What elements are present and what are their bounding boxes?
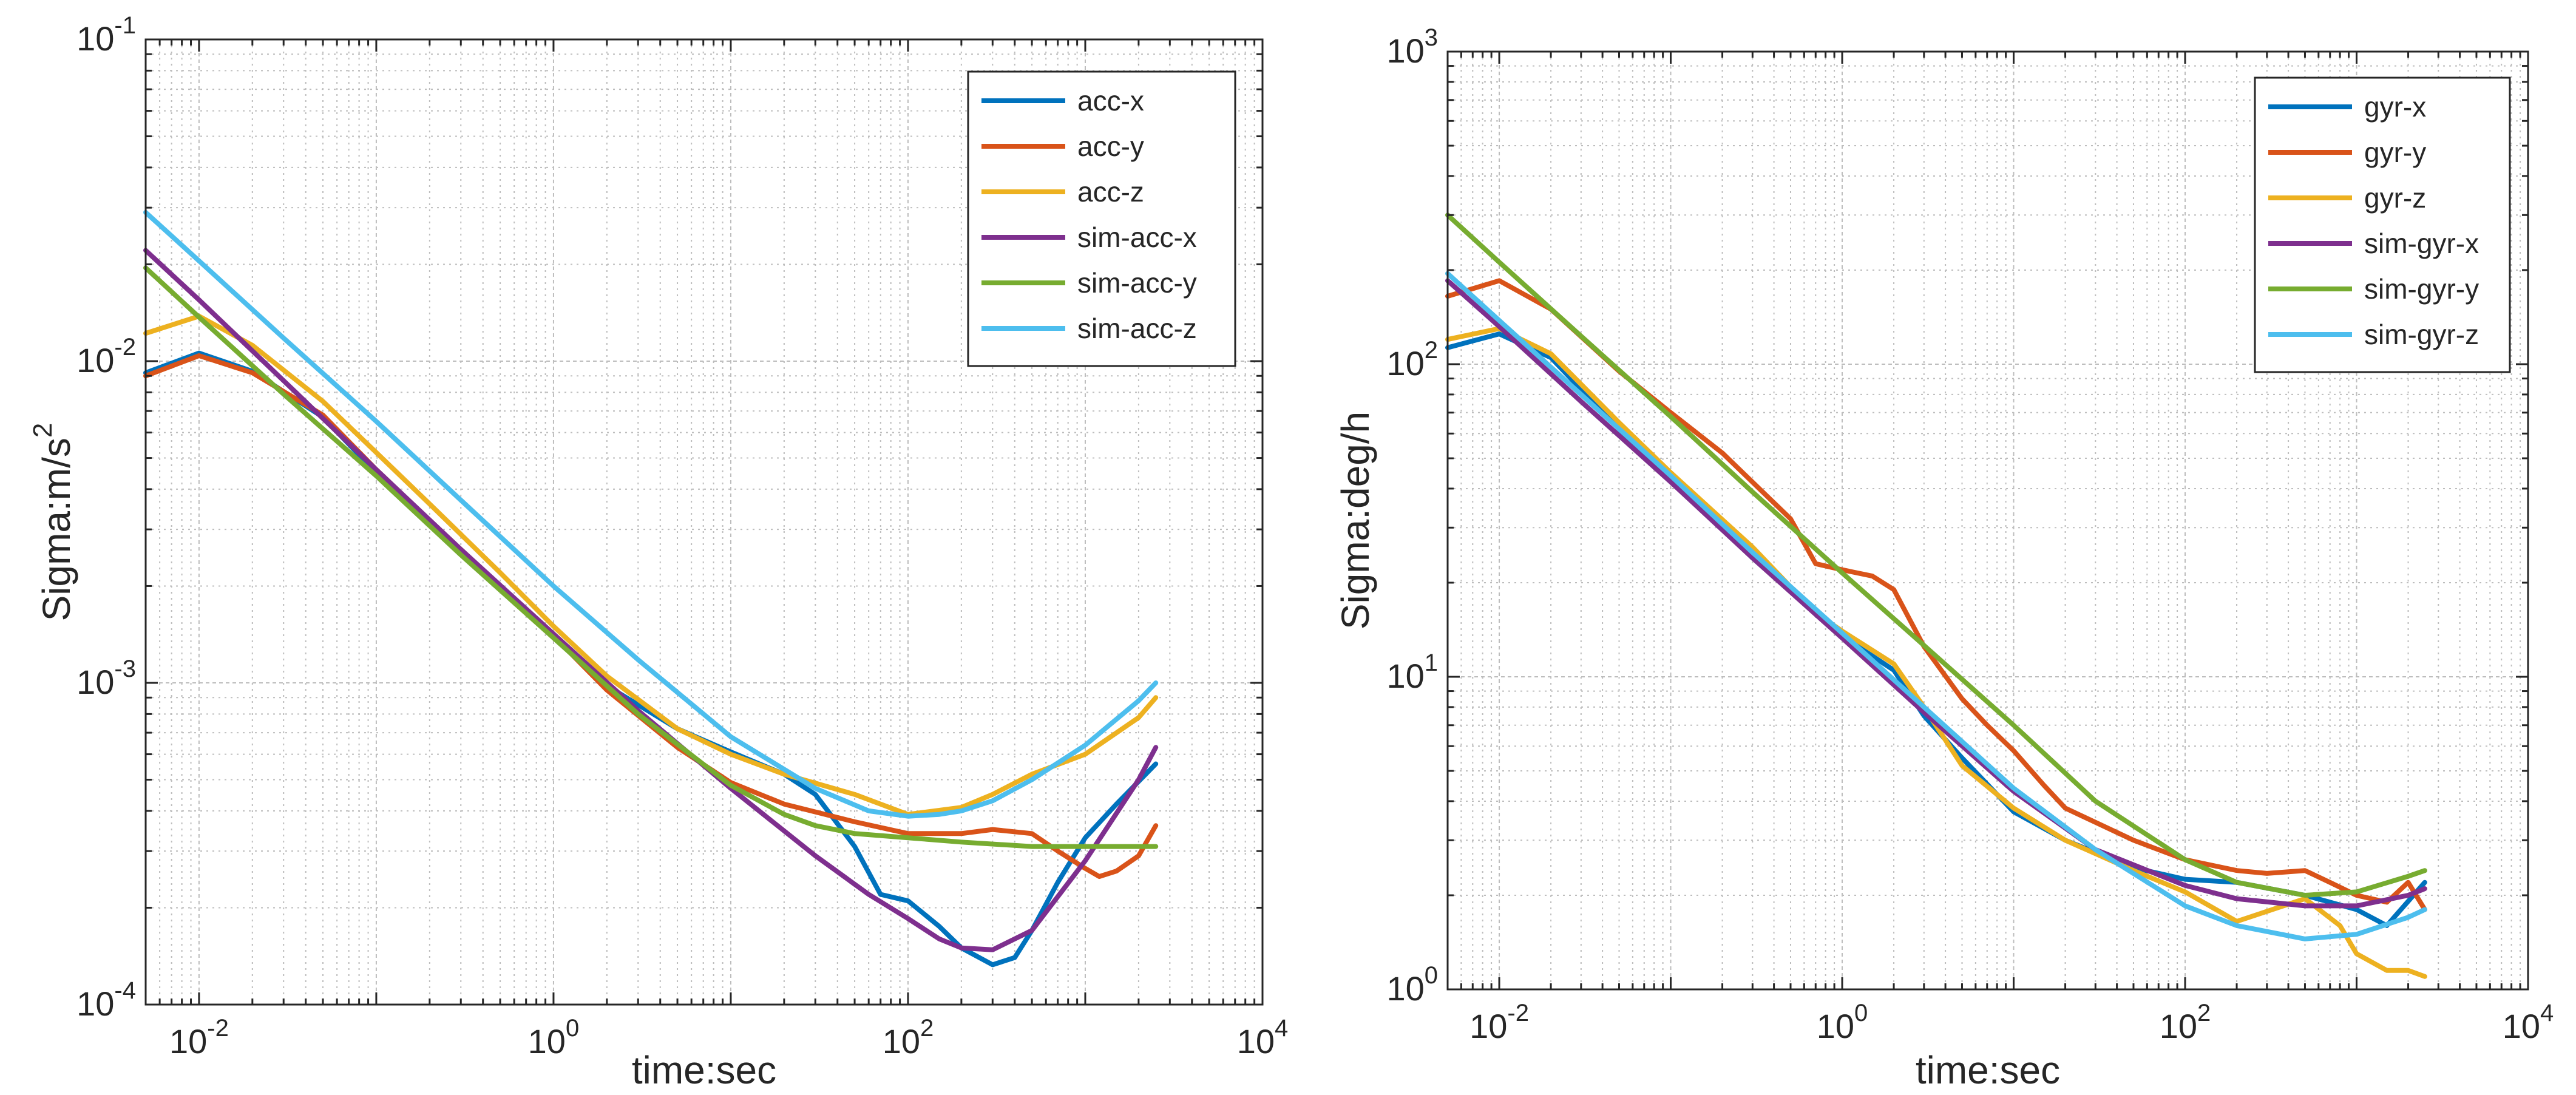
legend-label-gyr-z: gyr-z [2364, 182, 2426, 214]
series-line-sim-acc-z [143, 209, 1159, 819]
left-chart: 10-2 100 102 104 10-4 10-3 10-2 10-1 time:sec Sig… [28, 12, 1288, 1092]
series-line-sim-acc-x [143, 248, 1159, 952]
legend-box [2254, 76, 2511, 373]
series-group [1445, 212, 2427, 979]
series-line-gyr-z [1445, 326, 2427, 979]
legend: gyr-x gyr-y gyr-z sim-gyr-x sim-gyr-y sim-gyr… [2254, 76, 2511, 373]
y-axis-label: Sigma:deg/h [1334, 412, 1377, 629]
x-tick-label: 104 [1237, 1015, 1289, 1060]
y-axis-label: Sigma:m/s2 [28, 423, 78, 622]
x-tick-label: 102 [883, 1015, 934, 1060]
series-line-acc-z [143, 313, 1159, 817]
x-tick-label: 102 [2160, 1000, 2211, 1045]
tick-marks [144, 38, 1264, 1006]
grid [1447, 51, 2529, 990]
y-tick-label: 10-2 [76, 334, 136, 379]
legend-label-acc-z: acc-z [1077, 176, 1144, 208]
series-group [143, 209, 1159, 968]
legend-label-sim-gyr-z: sim-gyr-z [2364, 319, 2479, 350]
legend-label-acc-x: acc-x [1077, 85, 1144, 117]
y-tick-label: 10-3 [76, 656, 136, 701]
x-tick-label: 100 [1817, 1000, 1868, 1045]
x-axis-label: time:sec [1916, 1048, 2060, 1092]
y-tick-label: 10-1 [76, 12, 136, 58]
legend-label-gyr-y: gyr-y [2364, 137, 2426, 168]
x-axis-label: time:sec [632, 1048, 776, 1092]
legend-label-sim-acc-z: sim-acc-z [1077, 313, 1197, 344]
series-line-sim-acc-y [143, 265, 1159, 849]
y-tick-label: 102 [1386, 337, 1438, 382]
x-tick-label: 10-2 [1469, 1000, 1529, 1045]
legend-label-sim-acc-x: sim-acc-x [1077, 222, 1197, 253]
y-tick-label: 100 [1386, 962, 1438, 1008]
tick-marks [1446, 50, 2529, 991]
x-tick-label: 10-2 [169, 1015, 229, 1060]
legend-box [967, 70, 1236, 367]
y-tick-label: 103 [1386, 24, 1438, 70]
legend-label-gyr-x: gyr-x [2364, 91, 2426, 123]
series-line-sim-gyr-x [1445, 278, 2427, 909]
x-tick-label: 100 [528, 1015, 580, 1060]
legend: acc-x acc-y acc-z sim-acc-x sim-acc-y sim-acc… [967, 70, 1236, 367]
y-tick-label: 10-4 [76, 977, 136, 1023]
series-line-sim-gyr-y [1445, 212, 2427, 898]
legend-label-sim-acc-y: sim-acc-y [1077, 267, 1197, 299]
legend-label-sim-gyr-x: sim-gyr-x [2364, 228, 2479, 259]
legend-label-acc-y: acc-y [1077, 131, 1144, 162]
series-line-gyr-y [1445, 278, 2427, 912]
series-line-sim-gyr-z [1445, 271, 2427, 941]
y-tick-label: 101 [1386, 649, 1438, 695]
x-tick-label: 104 [2503, 1000, 2554, 1045]
right-chart: 10-2 100 102 104 100 101 102 103 time:sec Sigma:d… [1334, 24, 2554, 1092]
legend-label-sim-gyr-y: sim-gyr-y [2364, 273, 2479, 305]
